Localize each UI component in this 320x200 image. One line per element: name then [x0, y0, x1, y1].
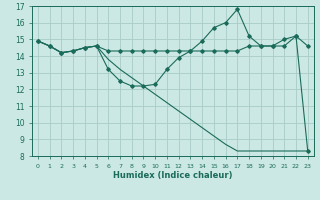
X-axis label: Humidex (Indice chaleur): Humidex (Indice chaleur) [113, 171, 233, 180]
